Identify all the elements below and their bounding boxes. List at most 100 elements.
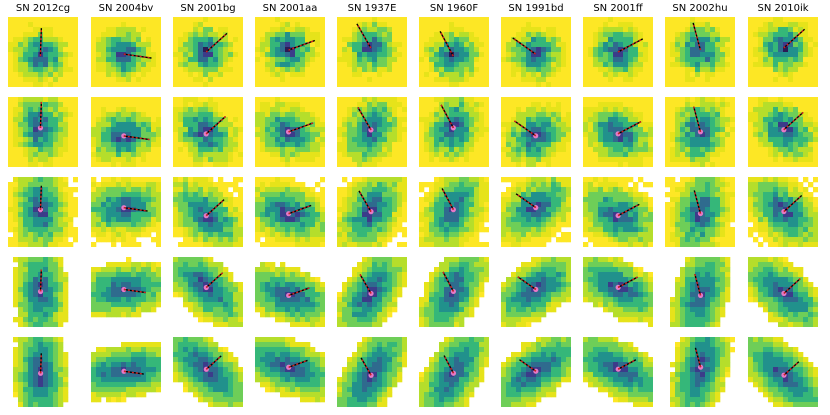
host-image <box>8 177 78 247</box>
host-image-tile <box>748 17 818 87</box>
offset-line-dash <box>39 28 43 57</box>
offset-line-dash <box>783 361 800 376</box>
host-image <box>173 97 243 167</box>
offset-line-dash <box>288 122 314 133</box>
host-image-tile <box>8 337 78 407</box>
offset-line-dash <box>617 359 637 370</box>
host-image <box>173 337 243 407</box>
offset-line-dash <box>360 357 372 376</box>
column-title: SN 1991bd <box>508 3 564 14</box>
host-image-tile <box>173 257 243 327</box>
host-image-tile <box>419 337 489 407</box>
offset-line <box>517 276 537 290</box>
offset-line-dash <box>123 53 152 59</box>
host-image-tile <box>173 177 243 247</box>
host-image <box>173 177 243 247</box>
host-nucleus-marker <box>286 211 292 217</box>
host-nucleus-marker <box>450 370 457 376</box>
host-image-tile <box>337 177 407 247</box>
host-image-tile <box>665 97 735 167</box>
host-nucleus-marker <box>450 288 457 295</box>
host-image-tile <box>583 97 653 167</box>
host-image <box>501 97 571 167</box>
offset-line <box>205 199 225 217</box>
column-title: SN 1960F <box>429 3 479 14</box>
host-nucleus-marker <box>697 210 704 217</box>
host-image <box>665 97 735 167</box>
host-image-tile <box>583 177 653 247</box>
host-image <box>91 342 161 403</box>
host-image <box>255 337 325 403</box>
host-image <box>173 257 243 327</box>
offset-line-dash <box>783 28 806 49</box>
host-image <box>91 97 161 167</box>
host-image-tile <box>337 337 407 407</box>
offset-line-dash <box>519 359 537 372</box>
host-image <box>583 257 653 327</box>
offset-line <box>288 287 310 297</box>
host-image <box>8 17 78 87</box>
host-image <box>419 337 489 407</box>
host-image-tile <box>419 257 489 327</box>
offset-line-dash <box>783 194 803 213</box>
host-image-tile <box>665 257 735 327</box>
host-image-tile <box>91 257 161 327</box>
host-image <box>173 17 243 87</box>
host-image-tile <box>665 337 735 407</box>
host-image <box>665 177 735 247</box>
host-image-tile <box>255 97 325 167</box>
host-image-tile <box>255 17 325 87</box>
host-image <box>91 257 161 318</box>
host-nucleus-marker <box>37 370 44 376</box>
offset-line-dash <box>617 120 642 135</box>
host-image-tile <box>91 177 161 247</box>
host-nucleus-marker <box>697 292 704 298</box>
host-image-tile <box>419 17 489 87</box>
column-title: SN 2010ik <box>757 3 809 14</box>
host-image-tile <box>665 17 735 87</box>
host-image <box>419 257 489 327</box>
host-image-tile <box>91 337 161 407</box>
host-nucleus-marker <box>615 284 621 290</box>
host-image <box>501 337 571 407</box>
offset-line <box>515 193 537 209</box>
offset-line <box>442 271 455 292</box>
host-image <box>337 177 407 247</box>
host-image-tile <box>255 337 325 407</box>
host-image <box>501 177 571 247</box>
host-image <box>748 337 818 407</box>
column-title: SN 1937E <box>347 3 397 14</box>
offset-line-dash <box>357 106 372 131</box>
host-image-tile <box>255 177 325 247</box>
host-nucleus-marker <box>286 292 292 299</box>
host-image <box>91 17 161 87</box>
host-nucleus-marker <box>121 205 127 211</box>
column-title: SN 2001bg <box>180 3 236 14</box>
host-image-tile <box>337 97 407 167</box>
host-image-tile <box>8 177 78 247</box>
offset-line-dash <box>356 23 372 49</box>
host-image <box>91 177 161 247</box>
offset-line <box>783 278 801 294</box>
host-image-tile <box>337 257 407 327</box>
host-image <box>583 177 653 247</box>
host-image-tile <box>583 337 653 407</box>
offset-line-dash <box>513 120 537 137</box>
host-image-tile <box>501 337 571 407</box>
host-image <box>583 337 653 407</box>
host-image <box>501 17 571 87</box>
host-image <box>501 257 571 327</box>
host-image <box>419 97 489 167</box>
host-image-tile <box>665 177 735 247</box>
offset-line-dash <box>205 115 226 135</box>
host-image <box>665 17 735 87</box>
host-image <box>419 177 489 247</box>
host-image <box>337 17 407 87</box>
offset-line-dash <box>783 111 804 131</box>
host-image-tile <box>91 97 161 167</box>
host-image <box>748 97 818 167</box>
host-image <box>337 97 407 167</box>
column-title: SN 2001aa <box>262 3 318 14</box>
host-image <box>13 337 69 407</box>
offset-line <box>694 273 702 296</box>
